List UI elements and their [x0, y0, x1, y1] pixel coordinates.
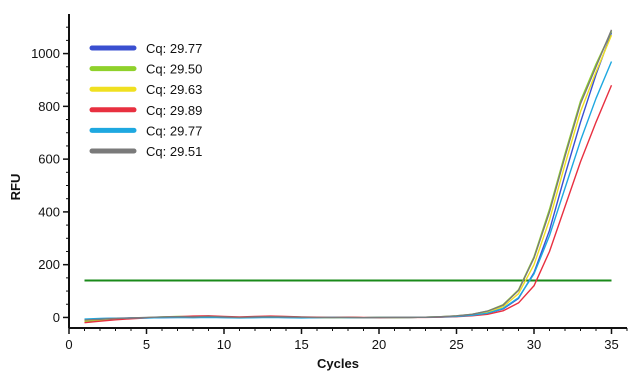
series-line-4 [84, 84, 613, 324]
y-tick-label: 600 [38, 152, 60, 167]
legend-label-5: Cq: 29.77 [146, 123, 202, 138]
x-tick-label: 20 [372, 337, 386, 352]
series-line-6 [84, 29, 613, 321]
x-axis-title: Cycles [317, 356, 359, 371]
series-line-3 [84, 34, 613, 322]
x-tick-label: 0 [65, 337, 72, 352]
y-tick-label: 400 [38, 204, 60, 219]
x-tick-label: 15 [294, 337, 308, 352]
legend-label-6: Cq: 29.51 [146, 144, 202, 159]
y-tick-label: 0 [53, 310, 60, 325]
y-tick-label: 200 [38, 257, 60, 272]
legend-label-4: Cq: 29.89 [146, 103, 202, 118]
series-layer [84, 29, 613, 324]
y-tick-label: 800 [38, 99, 60, 114]
legend-label-3: Cq: 29.63 [146, 82, 202, 97]
legend: Cq: 29.77 Cq: 29.50 Cq: 29.63 Cq: 29.89 Cq: … [89, 41, 202, 159]
x-tick-label: 30 [527, 337, 541, 352]
x-tick-label: 35 [604, 337, 618, 352]
x-tick-label: 25 [449, 337, 463, 352]
legend-label-1: Cq: 29.77 [146, 41, 202, 56]
x-tick-label: 10 [217, 337, 231, 352]
y-tick-label: 1000 [31, 46, 60, 61]
y-axis-title: RFU [8, 174, 23, 201]
legend-label-2: Cq: 29.50 [146, 62, 202, 77]
x-tick-label: 5 [143, 337, 150, 352]
axes: 0 5 10 15 20 25 30 35 0 200 400 600 800 1000 [31, 14, 628, 352]
